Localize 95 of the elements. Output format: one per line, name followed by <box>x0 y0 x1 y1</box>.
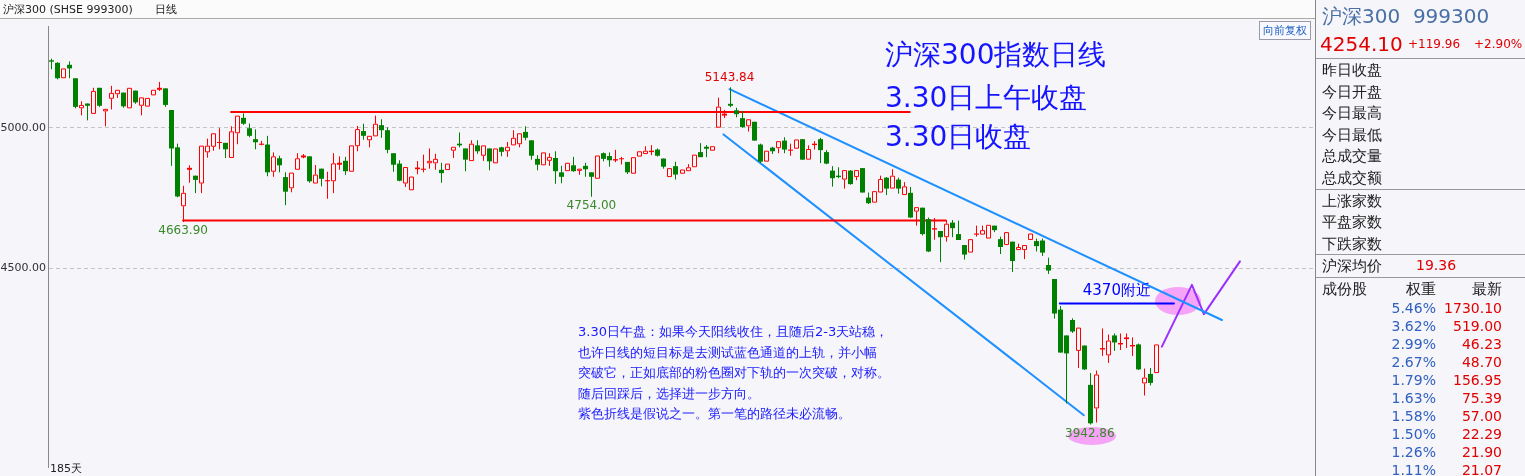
candlestick <box>938 230 943 263</box>
candlestick <box>283 171 288 206</box>
candlestick <box>842 170 847 190</box>
annotation: 突破它，正如底部的粉色圈对下轨的一次突破，对称。 <box>578 364 890 382</box>
candlestick <box>151 89 156 96</box>
candlestick <box>758 143 763 164</box>
annotation: 3.30日收盘 <box>885 119 1032 155</box>
candlestick <box>595 155 600 179</box>
candlestick <box>253 128 258 150</box>
text: 3.62% 519.00 <box>1391 317 1502 334</box>
candlestick <box>1076 327 1081 369</box>
text: 1.26% 21.90 <box>1391 443 1502 460</box>
candlestick <box>1142 368 1147 397</box>
candlestick <box>481 145 486 162</box>
candlestick <box>379 118 384 139</box>
text: 3.30日上午收盘 <box>885 80 1088 116</box>
annotation: 3942.86 <box>1065 425 1115 440</box>
candlestick <box>445 163 450 171</box>
candlestick <box>127 87 132 109</box>
candlestick <box>806 144 811 160</box>
candlestick <box>469 139 474 162</box>
candlestick <box>1154 344 1159 374</box>
candlestick <box>565 162 570 172</box>
candlestick <box>187 164 192 184</box>
annotation: 3.30日午盘：如果今天阳线收住，且随后2-3天站稳， <box>578 323 889 341</box>
candlestick <box>818 137 823 164</box>
text: 1.63% 75.39 <box>1391 389 1502 406</box>
candlestick <box>800 138 805 161</box>
candlestick <box>79 100 84 116</box>
series-label: 4370附近 <box>1082 280 1151 299</box>
annotation: 紫色折线是假说之一。第一笔的路径未必流畅。 <box>578 405 851 423</box>
candlestick <box>313 164 318 184</box>
text: 沪深300指数日线 <box>885 37 1107 73</box>
candlestick <box>968 239 973 253</box>
candlestick <box>529 139 534 161</box>
candlestick <box>728 86 733 108</box>
candlestick <box>1082 345 1087 371</box>
candlestick <box>103 108 108 127</box>
candlestick <box>956 220 961 241</box>
candlestick <box>1004 232 1009 246</box>
candlestick <box>1028 233 1033 240</box>
annotation: 随后回踩后，选择进一步方向。 <box>578 384 760 403</box>
text: 总成交额 <box>1322 169 1382 188</box>
candlestick <box>890 168 895 189</box>
candlestick <box>463 147 468 172</box>
candlestick <box>295 152 300 170</box>
candlestick <box>710 146 715 151</box>
candlestick <box>577 168 582 176</box>
candlestick <box>631 157 636 174</box>
candlestick <box>385 126 390 154</box>
text: 沪深均价 19.36 <box>1322 257 1457 276</box>
text: 下跌家数 <box>1322 234 1382 254</box>
text: 1.58% 57.00 <box>1391 407 1502 424</box>
candlestick <box>289 172 294 193</box>
text: 4254.10 +119.96 +2.90% <box>1320 32 1523 56</box>
text: 5.46% 1730.10 <box>1391 299 1502 316</box>
text: 今日最低 <box>1322 125 1382 145</box>
text: 总成交量 <box>1322 147 1382 167</box>
text: 2.99% 46.23 <box>1391 335 1502 352</box>
candlestick <box>505 141 510 158</box>
annotation: 也许日线的短目标是去测试蓝色通道的上轨，并小幅 <box>578 343 877 362</box>
text: 2.67% 48.70 <box>1391 353 1502 370</box>
candlestick <box>163 87 168 108</box>
text: 平盘家数 <box>1322 213 1382 233</box>
candlestick <box>692 154 697 168</box>
annotation: 5143.84 <box>704 70 755 85</box>
candlestick <box>764 150 769 162</box>
text: 日线 <box>155 2 177 17</box>
text: 上涨家数 <box>1322 191 1382 211</box>
annotation: 4754.00 <box>566 197 617 212</box>
annotation: 185天 <box>50 461 82 476</box>
text: 成份股 权重 最新 <box>1322 280 1502 298</box>
candlestick <box>1010 241 1015 273</box>
y-tick-label: 4500.00 <box>0 260 46 274</box>
candlestick <box>451 146 456 159</box>
text: 今日最高 <box>1322 104 1382 124</box>
candlestick <box>854 170 859 181</box>
text: 1.79% 156.95 <box>1391 371 1502 388</box>
candlestick <box>91 87 96 114</box>
candlestick <box>794 139 799 149</box>
candlestick <box>553 150 558 185</box>
y-tick-label: 5000.00 <box>0 120 46 134</box>
text: 今日开盘 <box>1322 82 1382 102</box>
candlestick <box>271 151 276 178</box>
candlestick <box>589 171 594 198</box>
text: 1.50% 22.29 <box>1391 425 1502 442</box>
text: 沪深300 999300 <box>1322 3 1490 30</box>
text: 沪深300 (SHSE 999300) <box>3 2 133 17</box>
candlestick <box>487 147 492 171</box>
annotation: 4663.90 <box>158 223 208 238</box>
text: 昨日收盘 <box>1322 61 1382 80</box>
text: 1.11% 21.07 <box>1391 461 1502 476</box>
candlestick <box>746 119 751 133</box>
candlestick <box>902 181 907 196</box>
annotation: 向前复权 <box>1259 21 1311 40</box>
